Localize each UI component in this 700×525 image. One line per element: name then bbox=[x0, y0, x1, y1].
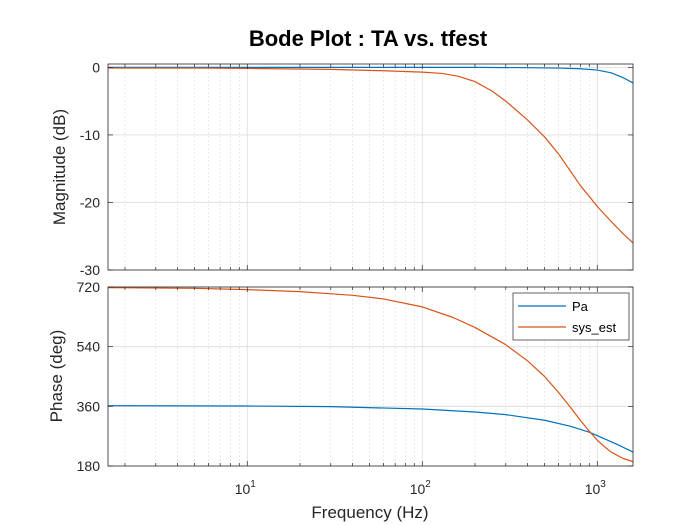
legend-box bbox=[512, 292, 630, 341]
phase-axes-box bbox=[107, 286, 634, 467]
magnitude-series-lines bbox=[108, 66, 633, 244]
x-tick-label: 101 bbox=[235, 479, 257, 497]
phase-ticks: 720 540 360 180 bbox=[77, 279, 633, 474]
phase-subplot: 720 540 360 180 Phase (deg) Pa sys_est bbox=[47, 279, 634, 474]
x-axis-label: Frequency (Hz) bbox=[311, 503, 428, 522]
magnitude-plot-background bbox=[108, 64, 633, 270]
x-tick-label: 102 bbox=[410, 479, 432, 497]
phase-series-pa bbox=[108, 405, 633, 453]
magnitude-series-sys-est bbox=[108, 67, 633, 244]
phase-ylabel: Phase (deg) bbox=[47, 330, 66, 423]
magnitude-y-tick-label: -30 bbox=[80, 262, 100, 278]
legend-label-sys-est: sys_est bbox=[572, 320, 616, 335]
magnitude-y-tick-label: 0 bbox=[92, 59, 100, 75]
phase-y-tick-label: 720 bbox=[77, 279, 101, 295]
magnitude-ylabel: Magnitude (dB) bbox=[50, 109, 69, 225]
phase-y-tick-label: 360 bbox=[77, 398, 101, 414]
figure-title: Bode Plot : TA vs. tfest bbox=[249, 26, 488, 51]
magnitude-series-pa bbox=[108, 66, 633, 84]
magnitude-axes-box bbox=[107, 63, 634, 271]
phase-y-tick-label: 540 bbox=[77, 339, 101, 355]
x-tick-labels: 101 102 103 bbox=[235, 479, 607, 497]
phase-series-sys-est bbox=[108, 287, 633, 463]
magnitude-ticks: 0 -10 -20 -30 bbox=[80, 59, 633, 278]
legend-label-pa: Pa bbox=[572, 299, 589, 314]
legend: Pa sys_est bbox=[512, 292, 630, 341]
magnitude-subplot: 0 -10 -20 -30 Magnitude (dB) bbox=[50, 59, 634, 278]
phase-series-lines bbox=[108, 287, 633, 463]
magnitude-y-tick-label: -10 bbox=[80, 127, 100, 143]
x-tick-label: 103 bbox=[585, 479, 607, 497]
magnitude-y-tick-label: -20 bbox=[80, 194, 100, 210]
phase-y-tick-label: 180 bbox=[77, 458, 101, 474]
